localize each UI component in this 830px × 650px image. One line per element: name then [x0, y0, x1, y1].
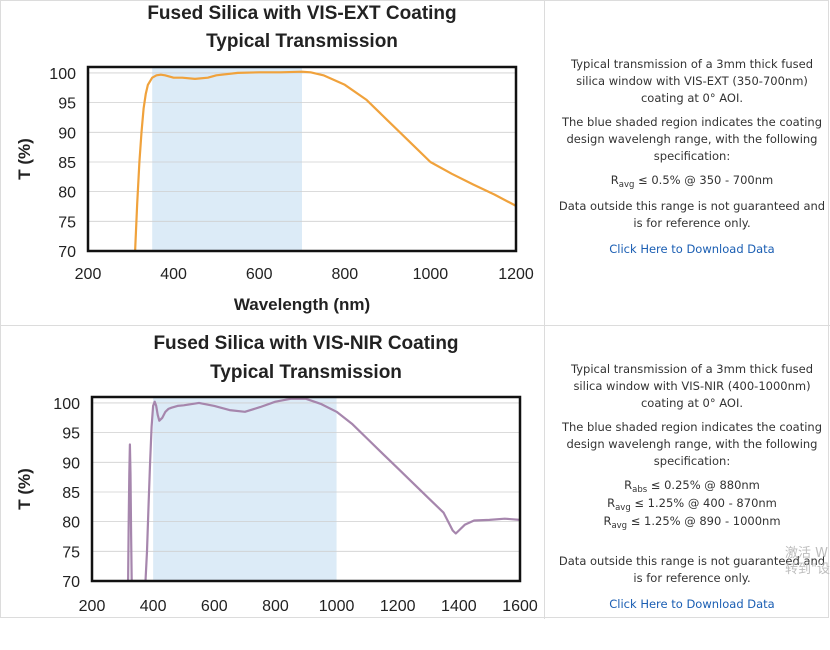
row-divider [0, 325, 830, 326]
x-tick-label: 200 [79, 598, 106, 615]
spec-line: Ravg ≤ 1.25% @ 400 - 870nm [607, 496, 777, 513]
y-tick-label: 70 [62, 574, 80, 591]
y-tick-label: 85 [62, 485, 80, 502]
description-disclaimer: Data outside this range is not guarantee… [558, 199, 826, 230]
y-tick-label: 95 [62, 426, 80, 443]
y-axis-label: T (%) [15, 468, 34, 510]
content-table [0, 0, 829, 618]
y-tick-label: 100 [49, 66, 76, 83]
y-tick-label: 80 [62, 515, 80, 532]
spec-list: Ravg ≤ 0.5% @ 350 - 700nm [556, 172, 828, 191]
x-tick-label: 600 [201, 598, 228, 615]
description-vis-nir: Typical transmission of a 3mm thick fuse… [556, 361, 828, 613]
description-disclaimer: Data outside this range is not guarantee… [558, 554, 826, 585]
transmission-line [134, 70, 516, 251]
x-tick-label: 600 [246, 266, 273, 283]
y-tick-label: 85 [58, 155, 76, 172]
x-tick-label: 1600 [502, 598, 538, 615]
y-tick-label: 90 [62, 455, 80, 472]
x-tick-label: 1200 [380, 598, 416, 615]
description-intro: Typical transmission of a 3mm thick fuse… [570, 362, 814, 410]
column-divider [544, 0, 545, 619]
chart-title: Fused Silica with VIS-EXT Coating [147, 3, 456, 24]
description-shaded-note: The blue shaded region indicates the coa… [561, 115, 823, 163]
download-data-link[interactable]: Click Here to Download Data [609, 597, 775, 611]
y-tick-label: 95 [58, 96, 76, 113]
chart-vis-nir-svg: Fused Silica with VIS-NIR Coating Typical… [15, 333, 538, 615]
activation-watermark: 激活 W 转到"设 [785, 546, 830, 578]
x-tick-label: 1200 [498, 266, 534, 283]
watermark-line: 激活 W [785, 546, 829, 561]
x-tick-label: 400 [160, 266, 187, 283]
chart-title: Fused Silica with VIS-NIR Coating [153, 333, 458, 354]
chart-vis-ext-svg: Fused Silica with VIS-EXT Coating Typical… [15, 3, 534, 314]
description-shaded-note: The blue shaded region indicates the coa… [561, 420, 823, 468]
coating-range-shade [152, 67, 302, 251]
download-data-link[interactable]: Click Here to Download Data [609, 242, 775, 256]
x-tick-label: 1400 [441, 598, 477, 615]
x-axis-label: Wavelength (nm) [234, 295, 370, 314]
y-tick-label: 75 [58, 214, 76, 231]
coating-range-shade [153, 397, 337, 581]
chart-vis-nir: Fused Silica with VIS-NIR Coating Typical… [0, 325, 544, 650]
chart-subtitle: Typical Transmission [206, 31, 398, 52]
x-tick-label: 1000 [413, 266, 449, 283]
spec-list: Rabs ≤ 0.25% @ 880nm Ravg ≤ 1.25% @ 400 … [556, 477, 828, 531]
y-tick-label: 70 [58, 244, 76, 261]
plot-frame [86, 65, 518, 253]
y-axis-label: T (%) [15, 138, 34, 180]
chart-vis-ext: Fused Silica with VIS-EXT Coating Typical… [0, 0, 544, 325]
watermark-line: 转到"设 [785, 562, 830, 577]
y-tick-label: 90 [58, 125, 76, 142]
y-tick-label: 80 [58, 185, 76, 202]
spec-line: Ravg ≤ 1.25% @ 890 - 1000nm [603, 514, 781, 531]
y-tick-label: 100 [53, 396, 80, 413]
spec-line: Rabs ≤ 0.25% @ 880nm [624, 478, 760, 495]
transmission-line [127, 397, 520, 581]
y-tick-label: 75 [62, 544, 80, 561]
x-tick-label: 800 [331, 266, 358, 283]
x-tick-label: 800 [262, 598, 289, 615]
x-tick-label: 400 [140, 598, 167, 615]
x-tick-label: 200 [75, 266, 102, 283]
x-tick-label: 1000 [319, 598, 355, 615]
description-vis-ext: Typical transmission of a 3mm thick fuse… [556, 56, 828, 258]
plot-frame [90, 395, 522, 583]
spec-line: Ravg ≤ 0.5% @ 350 - 700nm [610, 173, 774, 190]
chart-subtitle: Typical Transmission [210, 362, 402, 383]
description-intro: Typical transmission of a 3mm thick fuse… [570, 57, 814, 105]
